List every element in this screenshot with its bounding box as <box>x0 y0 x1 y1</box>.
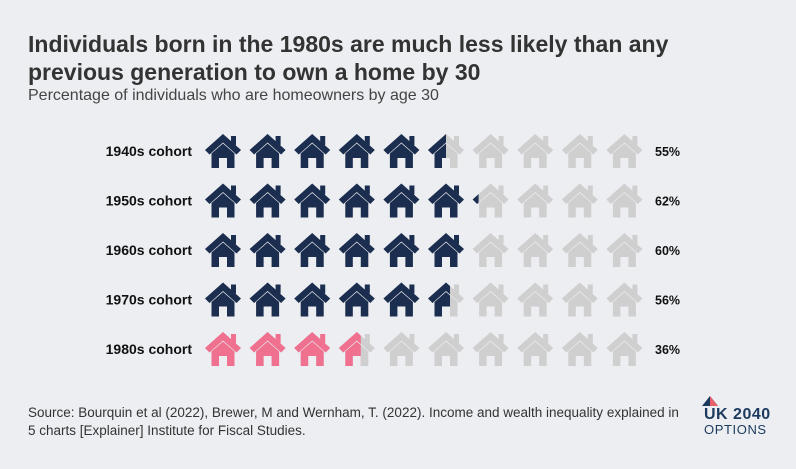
house-icon-empty <box>606 282 643 317</box>
house-icon-filled <box>249 282 286 317</box>
filled-icons <box>205 183 479 218</box>
house-icon-filled <box>383 134 420 168</box>
cohort-row: 1980s cohort 36% <box>106 332 680 366</box>
filled-icons <box>205 282 450 317</box>
value-label: 60% <box>655 244 680 258</box>
house-icon-filled <box>383 233 420 267</box>
house-icon-empty <box>561 183 598 218</box>
value-label: 55% <box>655 145 680 159</box>
source-note: Source: Bourquin et al (2022), Brewer, M… <box>28 405 679 438</box>
house-icon-empty <box>517 282 554 317</box>
house-icon-empty <box>606 233 643 267</box>
category-label: 1980s cohort <box>106 341 193 357</box>
house-icon-empty <box>517 233 554 267</box>
category-label: 1940s cohort <box>106 143 193 159</box>
house-icon-filled <box>205 183 241 218</box>
cohort-row: 1940s cohort 55% <box>106 134 680 168</box>
house-icon-filled <box>383 183 420 218</box>
cohort-row: 1950s cohort 62% <box>106 183 680 218</box>
house-icon-empty <box>606 134 643 168</box>
house-icon-empty <box>472 332 509 366</box>
house-icon-empty <box>561 233 598 267</box>
category-label: 1950s cohort <box>106 193 193 209</box>
category-label: 1970s cohort <box>106 292 193 308</box>
house-icon-filled <box>294 332 331 366</box>
house-icon-filled <box>205 233 241 267</box>
cohort-row: 1960s cohort 60% <box>106 233 680 267</box>
category-label: 1960s cohort <box>106 242 193 258</box>
chart-title: Individuals born in the 1980s are much l… <box>28 31 669 85</box>
house-icon-filled <box>428 183 464 218</box>
value-label: 36% <box>655 343 680 357</box>
house-icon-empty <box>383 332 420 366</box>
house-icon-empty <box>472 282 509 317</box>
value-label: 62% <box>655 195 680 209</box>
house-icon-filled <box>205 282 241 317</box>
house-icon-filled <box>428 233 464 267</box>
house-icon-empty <box>561 134 598 168</box>
house-icon-empty <box>517 183 554 218</box>
logo-line2: OPTIONS <box>704 422 767 437</box>
house-icon-filled <box>249 183 286 218</box>
house-icon-filled <box>338 134 375 168</box>
house-icon-filled <box>249 332 286 366</box>
house-icon-filled <box>205 134 241 168</box>
house-icon-filled <box>294 282 331 317</box>
house-icon-filled <box>249 134 286 168</box>
house-icon-filled <box>338 183 375 218</box>
filled-icons <box>205 134 446 168</box>
house-icon-empty <box>561 332 598 366</box>
house-icon-empty <box>472 134 509 168</box>
cohort-row: 1970s cohort 56% <box>106 282 680 317</box>
house-icon-filled <box>249 233 286 267</box>
house-icon-empty <box>517 134 554 168</box>
filled-icons <box>205 332 361 366</box>
house-icon-filled <box>294 183 331 218</box>
house-icon-filled <box>338 233 375 267</box>
uk2040-logo: UK 2040 OPTIONS <box>700 394 790 440</box>
house-icon-filled <box>294 233 331 267</box>
house-icon-empty <box>606 183 643 218</box>
logo-mark-icon <box>702 396 718 406</box>
house-icon-empty <box>561 282 598 317</box>
filled-icons <box>205 233 464 267</box>
chart-subtitle: Percentage of individuals who are homeow… <box>28 87 439 104</box>
value-label: 56% <box>655 294 680 308</box>
house-icon-empty <box>472 233 509 267</box>
house-icon-filled <box>294 134 331 168</box>
house-icon-empty <box>428 332 464 366</box>
house-icon-filled <box>383 282 420 317</box>
logo-line1: UK 2040 <box>704 406 771 423</box>
house-icon-filled <box>205 332 241 366</box>
house-icon-empty <box>517 332 554 366</box>
house-icon-empty <box>606 332 643 366</box>
house-icon-filled <box>338 282 375 317</box>
